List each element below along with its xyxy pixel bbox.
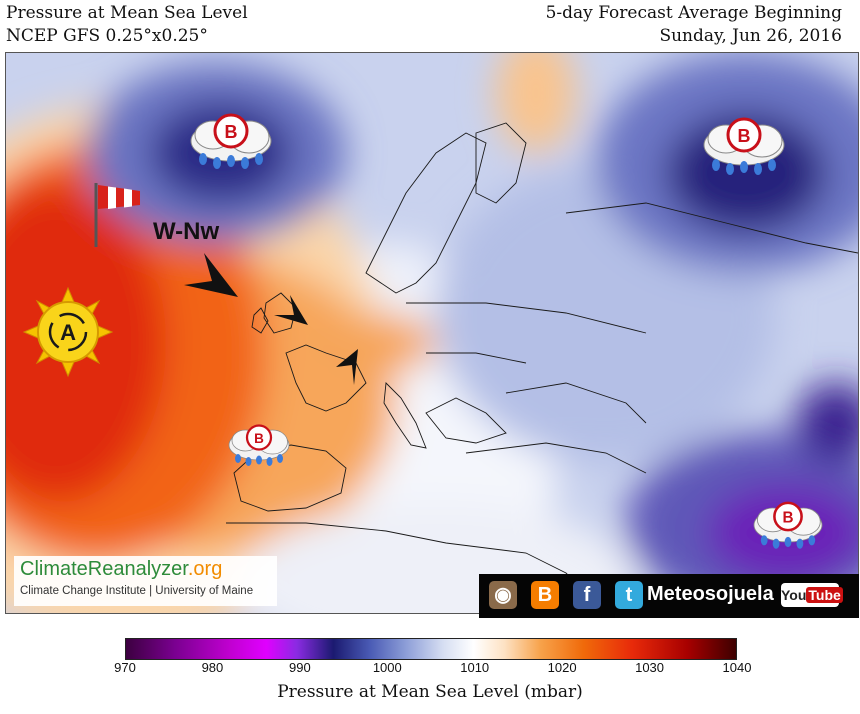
twitter-icon[interactable]: t: [615, 581, 643, 609]
colorbar-tick: 1040: [722, 660, 752, 675]
pressure-field: [6, 53, 858, 613]
colorbar-title: Pressure at Mean Sea Level (mbar): [277, 682, 583, 702]
low-pressure-icon: B: [228, 424, 290, 466]
header-right: 5-day Forecast Average Beginning Sunday,…: [546, 2, 842, 48]
low-label: B: [738, 126, 751, 146]
map-title: Pressure at Mean Sea Level: [6, 3, 248, 23]
low-pressure-icon: B: [753, 501, 823, 549]
forecast-label: 5-day Forecast Average Beginning: [545, 3, 842, 23]
instagram-icon[interactable]: ◉: [489, 581, 517, 609]
low-label: B: [225, 122, 238, 142]
high-label: A: [60, 320, 76, 345]
pressure-map: A W-Nw B B: [5, 52, 859, 614]
wind-arrow-icon: [336, 349, 358, 385]
social-banner: ◉ B f t Meteosojuela You Tube: [479, 574, 859, 618]
colorbar: [125, 638, 737, 660]
youtube-icon[interactable]: You Tube: [781, 583, 843, 607]
high-pressure-icon: A: [22, 286, 114, 378]
model-name: NCEP GFS 0.25°x0.25°: [6, 26, 208, 46]
low-pressure-icon: B: [190, 113, 272, 169]
logo-text-reanalyzer: Reanalyzer: [87, 558, 188, 580]
facebook-icon[interactable]: f: [573, 581, 601, 609]
low-pressure-icon: B: [703, 117, 785, 175]
logo-text-org: .org: [187, 558, 223, 580]
youtube-text-you: You: [781, 587, 807, 603]
low-label: B: [782, 509, 793, 526]
climate-reanalyzer-logo[interactable]: ClimateReanalyzer.org Climate Change Ins…: [14, 556, 277, 606]
low-label: B: [254, 431, 264, 446]
wind-direction-label: W-Nw: [153, 218, 219, 245]
forecast-date: Sunday, Jun 26, 2016: [659, 26, 842, 46]
coastlines: [226, 122, 858, 613]
colorbar-tick: 1020: [547, 660, 577, 675]
logo-subtitle: Climate Change Institute | University of…: [20, 585, 254, 597]
colorbar-tick: 990: [288, 660, 311, 675]
blogger-icon[interactable]: B: [531, 581, 559, 609]
channel-name: Meteosojuela: [647, 583, 774, 605]
wind-arrow-icon: [274, 295, 308, 325]
windsock-icon: [94, 183, 140, 247]
wind-arrow-icon: [184, 253, 238, 297]
colorbar-tick: 1000: [372, 660, 402, 675]
colorbar-tick: 970: [114, 660, 136, 675]
colorbar-ticks: 970 980 990 1000 1010 1020 1030 1040: [114, 660, 751, 680]
header-left: Pressure at Mean Sea Level NCEP GFS 0.25…: [6, 2, 248, 48]
youtube-text-tube: Tube: [806, 587, 843, 603]
logo-text-climate: Climate: [20, 558, 88, 580]
colorbar-tick: 1030: [635, 660, 665, 675]
colorbar-tick: 1010: [460, 660, 490, 675]
colorbar-tick: 980: [201, 660, 224, 675]
